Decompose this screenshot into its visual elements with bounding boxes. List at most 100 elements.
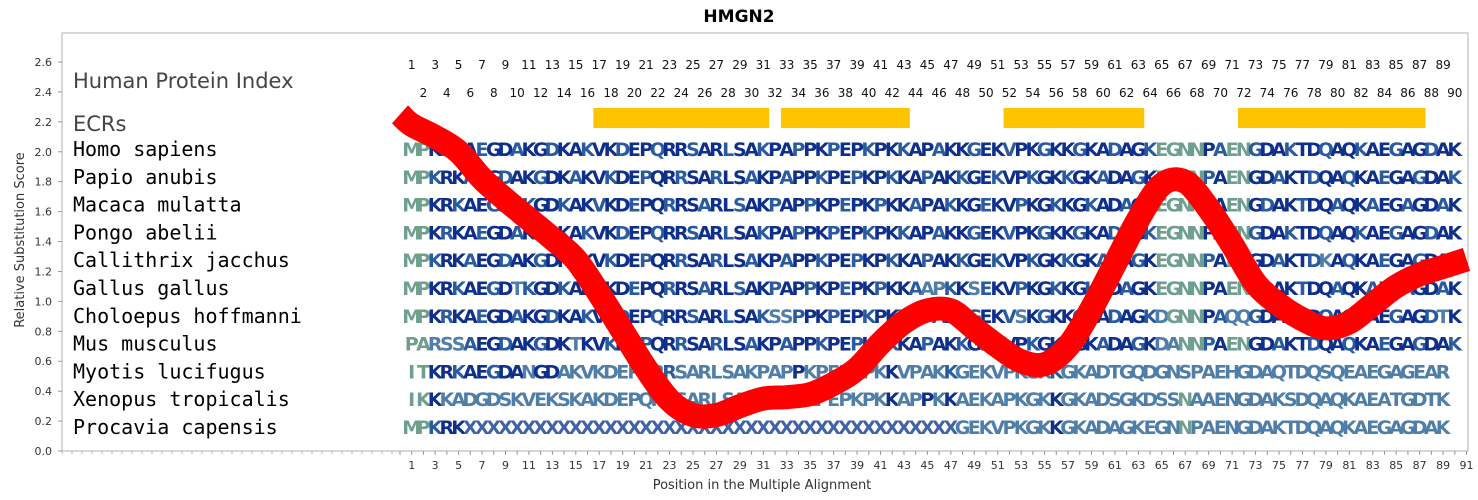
y-tick-label: 0.2 xyxy=(35,415,53,428)
y-tick-label: 1.6 xyxy=(35,206,53,219)
amino-acid: A xyxy=(1365,222,1380,244)
amino-acid: R xyxy=(1436,361,1451,383)
amino-acid: A xyxy=(1213,250,1228,272)
amino-acid: K xyxy=(1072,417,1088,439)
amino-acid: A xyxy=(1330,167,1345,189)
amino-acid: A xyxy=(1401,167,1416,189)
human-index-number: 82 xyxy=(1353,86,1368,100)
x-tick-label: 45 xyxy=(920,459,934,472)
amino-acid: P xyxy=(827,306,841,328)
amino-acid: T xyxy=(1296,195,1309,217)
amino-acid: K xyxy=(1061,250,1077,272)
amino-acid: K xyxy=(1436,389,1452,411)
amino-acid: G xyxy=(1037,306,1053,328)
human-index-number: 16 xyxy=(580,86,595,100)
amino-acid: G xyxy=(533,250,549,272)
amino-acid: P xyxy=(827,278,841,300)
amino-acid: K xyxy=(604,167,620,189)
amino-acid: S xyxy=(686,222,700,244)
amino-acid: D xyxy=(544,167,560,189)
amino-acid: R xyxy=(662,167,677,189)
amino-acid: E xyxy=(839,250,852,272)
amino-acid: G xyxy=(1025,417,1041,439)
x-tick-label: 19 xyxy=(616,459,630,472)
amino-acid: E xyxy=(839,195,852,217)
x-tick-label: 27 xyxy=(709,459,723,472)
amino-acid: X xyxy=(498,417,513,439)
amino-acid: R xyxy=(709,195,724,217)
x-tick-label: 85 xyxy=(1389,459,1403,472)
amino-acid: D xyxy=(1306,195,1322,217)
amino-acid: K xyxy=(955,278,971,300)
amino-acid: G xyxy=(474,389,490,411)
amino-acid: A xyxy=(1401,139,1416,161)
amino-acid: L xyxy=(722,306,734,328)
amino-acid: R xyxy=(440,222,455,244)
amino-acid: N xyxy=(1177,306,1193,328)
amino-acid: A xyxy=(744,222,759,244)
amino-acid: N xyxy=(1189,250,1205,272)
x-tick-label: 53 xyxy=(1014,459,1028,472)
amino-acid: Q xyxy=(650,334,666,356)
amino-acid: Q xyxy=(1318,139,1334,161)
amino-acid: R xyxy=(662,222,677,244)
amino-acid: E xyxy=(968,417,981,439)
amino-acid: K xyxy=(1026,278,1042,300)
human-index-number: 53 xyxy=(1014,58,1029,72)
human-index-number: 4 xyxy=(443,86,451,100)
amino-acid: A xyxy=(1436,278,1451,300)
amino-acid: D xyxy=(1423,306,1439,328)
human-index-number: 89 xyxy=(1435,58,1450,72)
amino-acid: S xyxy=(557,389,571,411)
amino-acid: P xyxy=(792,167,806,189)
amino-acid: X xyxy=(639,417,654,439)
amino-acid: L xyxy=(722,139,734,161)
amino-acid: G xyxy=(533,167,549,189)
amino-acid: G xyxy=(1037,250,1053,272)
x-tick-label: 87 xyxy=(1413,459,1427,472)
amino-acid: A xyxy=(1330,250,1345,272)
amino-acid: A xyxy=(1401,306,1416,328)
amino-acid: A xyxy=(1365,195,1380,217)
amino-acid: K xyxy=(428,417,444,439)
amino-acid: P xyxy=(827,250,841,272)
human-index-number: 5 xyxy=(455,58,463,72)
human-index-number: 33 xyxy=(779,58,794,72)
amino-acid: A xyxy=(463,361,478,383)
species-label: Papio anubis xyxy=(73,165,218,189)
amino-acid: D xyxy=(603,361,619,383)
y-tick-label: 2.2 xyxy=(35,116,53,129)
amino-acid: M xyxy=(402,417,421,439)
amino-acid: P xyxy=(874,167,888,189)
amino-acid: K xyxy=(943,195,959,217)
x-tick-label: 73 xyxy=(1249,459,1263,472)
amino-acid: G xyxy=(1131,250,1147,272)
amino-acid: K xyxy=(580,222,596,244)
amino-acid: G xyxy=(1388,139,1404,161)
amino-acid: A xyxy=(697,195,712,217)
amino-acid: K xyxy=(1354,195,1370,217)
amino-acid: G xyxy=(1388,222,1404,244)
amino-acid: P xyxy=(627,389,641,411)
amino-acid: L xyxy=(722,278,734,300)
amino-acid: K xyxy=(1037,417,1053,439)
amino-acid: S xyxy=(686,167,700,189)
amino-acid: A xyxy=(779,167,794,189)
amino-acid: G xyxy=(1166,139,1182,161)
human-index-number: 30 xyxy=(744,86,759,100)
amino-acid: A xyxy=(697,334,712,356)
amino-acid: G xyxy=(1166,250,1182,272)
amino-acid: D xyxy=(1306,167,1322,189)
amino-acid: A xyxy=(1319,389,1334,411)
amino-acid: T xyxy=(1296,167,1309,189)
amino-acid: X xyxy=(873,417,888,439)
amino-acid: A xyxy=(510,250,525,272)
amino-acid: N xyxy=(1177,222,1193,244)
x-tick-label: 71 xyxy=(1225,459,1239,472)
amino-acid: E xyxy=(476,222,489,244)
amino-acid: D xyxy=(615,278,631,300)
amino-acid: D xyxy=(544,139,560,161)
x-tick-label: 79 xyxy=(1319,459,1333,472)
amino-acid: K xyxy=(885,195,901,217)
amino-acid: Q xyxy=(1341,334,1357,356)
